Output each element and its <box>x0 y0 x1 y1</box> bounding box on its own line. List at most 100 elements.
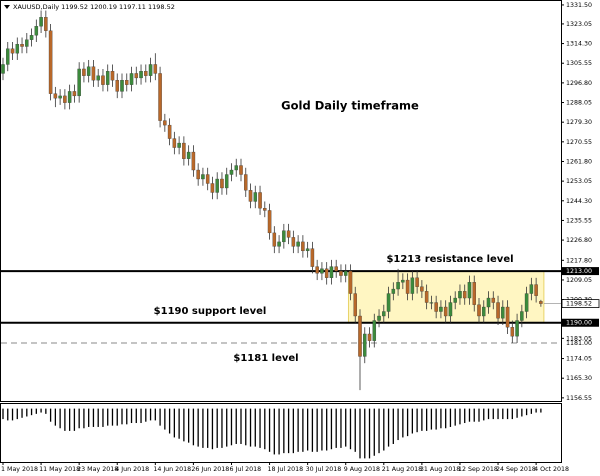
candle-body <box>486 297 491 308</box>
candle-body <box>263 208 267 211</box>
candle-body <box>515 320 519 337</box>
y-tick-label: 1296.80 <box>566 80 592 87</box>
candle-body <box>182 142 186 159</box>
x-tick-label: 6 Jul 2018 <box>229 466 261 473</box>
candle-body <box>177 142 181 148</box>
candle-body <box>144 71 148 76</box>
level-label: 1213.00 <box>566 268 592 275</box>
candle-body <box>343 270 348 276</box>
x-tick-label: 11 May 2018 <box>39 466 80 473</box>
candle-body <box>339 270 343 276</box>
y-tick-label: 1244.30 <box>566 198 592 205</box>
candle-body <box>410 277 415 294</box>
last-price-box <box>561 299 600 309</box>
y-tick-label: 1183.05 <box>566 335 592 342</box>
y-tick-label: 1288.05 <box>566 100 592 107</box>
annotation: $1190 support level <box>154 306 267 317</box>
level-label-box <box>562 318 599 327</box>
annotation: $1213 resistance level <box>386 254 513 265</box>
candle-body <box>367 333 372 341</box>
candle-body <box>520 311 524 321</box>
candle-body <box>191 151 196 171</box>
candle-body <box>248 190 253 202</box>
candle-body <box>358 315 362 357</box>
candle-body <box>139 71 143 79</box>
candle-body <box>391 288 396 294</box>
candle-body <box>15 44 20 54</box>
candle-body <box>215 178 219 193</box>
x-tick-label: 9 Aug 2018 <box>344 466 380 473</box>
y-tick-label: 1226.80 <box>566 237 592 244</box>
candle-body <box>224 174 229 189</box>
candle-body <box>44 17 48 31</box>
x-tick-label: 21 Aug 2018 <box>382 466 422 473</box>
candle-body <box>472 282 476 305</box>
header: XAUUSD,Daily 1199.52 1200.19 1197.11 119… <box>13 3 175 11</box>
price-panel <box>0 0 562 402</box>
y-tick-label: 1314.30 <box>566 41 592 48</box>
candle-body <box>424 291 429 303</box>
candle-body <box>134 73 139 79</box>
candle-body <box>334 266 338 272</box>
candle-body <box>539 301 543 304</box>
candle-body <box>377 315 381 321</box>
candle-body <box>91 66 96 81</box>
candle-body <box>105 71 110 85</box>
candle-body <box>420 286 424 292</box>
x-tick-label: 24 Sep 2018 <box>496 466 536 473</box>
candle-body <box>120 80 124 92</box>
candle-body <box>272 232 277 247</box>
candle-body <box>448 302 453 317</box>
y-tick-label: 1270.55 <box>566 139 592 146</box>
candle-body <box>258 192 262 209</box>
candle-body <box>301 241 305 252</box>
candle-body <box>210 183 215 193</box>
candle-body <box>125 80 129 85</box>
candle-body <box>482 306 486 317</box>
candle-body <box>315 266 319 274</box>
candle-body <box>401 279 405 283</box>
candle-body <box>282 230 286 243</box>
candle-body <box>148 64 153 76</box>
candle-body <box>529 284 534 294</box>
y-tick-label: 1217.80 <box>566 257 592 264</box>
candle-body <box>458 291 462 299</box>
candle-body <box>396 282 400 290</box>
candle-body <box>496 302 500 319</box>
y-tick-label: 1174.05 <box>566 356 592 363</box>
candle-body <box>501 306 505 319</box>
y-tick-label: 1331.50 <box>566 2 592 9</box>
candle-body <box>96 75 100 81</box>
candle-body <box>1 64 5 74</box>
candle-body <box>110 71 115 81</box>
y-tick-label: 1235.55 <box>566 217 592 224</box>
candle-body <box>348 270 353 294</box>
candle-body <box>29 35 34 40</box>
y-tick-label: 1209.05 <box>566 277 592 284</box>
y-tick-label: 1305.55 <box>566 60 592 67</box>
candle-body <box>63 95 67 103</box>
candle-body <box>253 192 258 202</box>
candle-body <box>10 48 15 54</box>
candle-body <box>462 291 467 299</box>
x-tick-label: 31 Aug 2018 <box>420 466 460 473</box>
candle-body <box>67 91 72 103</box>
last-price-label: 1198.52 <box>566 301 592 308</box>
menu-triangle <box>4 5 10 9</box>
candle-body <box>443 306 448 317</box>
candle-body <box>153 64 158 74</box>
candle-body <box>77 68 81 97</box>
candle-body <box>86 66 91 76</box>
candle-body <box>267 210 272 234</box>
candle-body <box>186 151 191 159</box>
candle-body <box>353 293 357 317</box>
candle-body <box>429 302 434 304</box>
candle-body <box>25 39 29 47</box>
candle-body <box>372 320 377 341</box>
x-tick-label: 23 May 2018 <box>77 466 118 473</box>
candle-body <box>277 241 281 247</box>
candle-body <box>434 302 438 312</box>
candle-body <box>101 75 105 85</box>
candle-body <box>534 284 538 296</box>
candle-body <box>115 80 119 92</box>
